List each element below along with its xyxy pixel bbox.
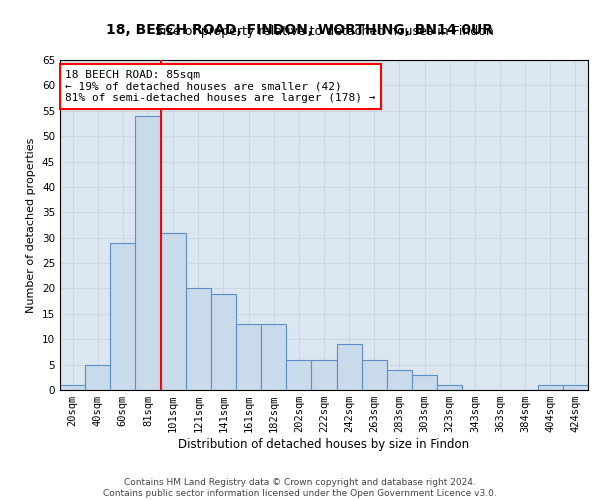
Bar <box>362 360 387 390</box>
Bar <box>60 385 85 390</box>
Y-axis label: Number of detached properties: Number of detached properties <box>26 138 37 312</box>
Bar <box>110 243 136 390</box>
Bar <box>236 324 261 390</box>
Bar <box>211 294 236 390</box>
Bar <box>261 324 286 390</box>
Bar <box>337 344 362 390</box>
Bar <box>85 364 110 390</box>
Title: Size of property relative to detached houses in Findon: Size of property relative to detached ho… <box>155 25 493 38</box>
Bar <box>387 370 412 390</box>
Text: 18 BEECH ROAD: 85sqm
← 19% of detached houses are smaller (42)
81% of semi-detac: 18 BEECH ROAD: 85sqm ← 19% of detached h… <box>65 70 376 103</box>
Text: Contains HM Land Registry data © Crown copyright and database right 2024.
Contai: Contains HM Land Registry data © Crown c… <box>103 478 497 498</box>
Bar <box>161 232 186 390</box>
Bar <box>563 385 588 390</box>
Bar <box>286 360 311 390</box>
Text: 18, BEECH ROAD, FINDON, WORTHING, BN14 0UR: 18, BEECH ROAD, FINDON, WORTHING, BN14 0… <box>107 22 493 36</box>
Bar <box>412 375 437 390</box>
Bar <box>311 360 337 390</box>
Bar <box>538 385 563 390</box>
Bar <box>136 116 161 390</box>
Bar <box>437 385 462 390</box>
Bar <box>186 288 211 390</box>
X-axis label: Distribution of detached houses by size in Findon: Distribution of detached houses by size … <box>178 438 470 451</box>
